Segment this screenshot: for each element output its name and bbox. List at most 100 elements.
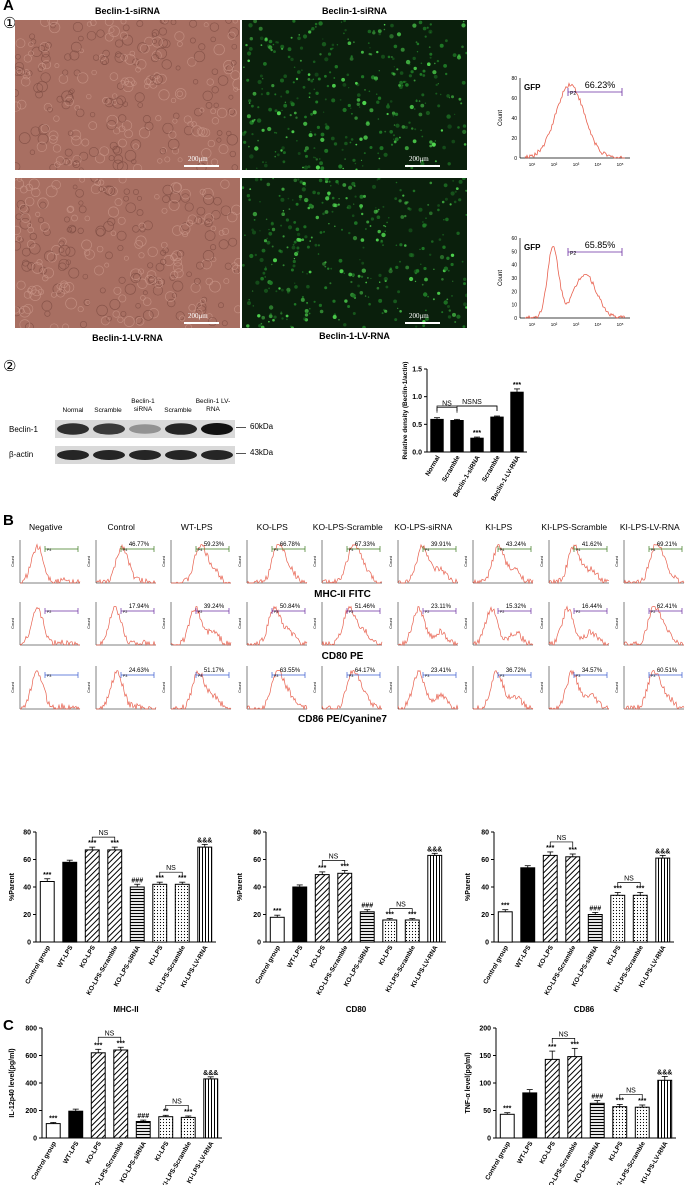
gfp-cell: [291, 130, 295, 134]
gfp-cell: [443, 64, 447, 68]
gfp-cell: [393, 134, 395, 137]
gfp-cell: [304, 318, 308, 322]
gfp-cell: [353, 185, 356, 188]
gfp-cell: [384, 225, 387, 228]
count-label: Count: [388, 681, 393, 693]
gfp-cell: [317, 191, 320, 195]
gfp-cell: [306, 272, 308, 275]
gfp-cell: [312, 190, 316, 195]
gfp-cell: [287, 197, 290, 200]
gate-name: P2: [274, 610, 278, 614]
gfp-cell: [400, 47, 405, 52]
gfp-cell: [275, 290, 278, 293]
gfp-cell: [393, 124, 396, 126]
gfp-cell: [320, 166, 325, 170]
gfp-cell: [292, 243, 295, 246]
category-label: KI-LPS: [378, 944, 395, 967]
cell: [70, 41, 82, 53]
gfp-cell: [306, 245, 310, 249]
gfp-cell: [267, 126, 272, 132]
gfp-cell: [416, 42, 420, 46]
cell: [29, 33, 36, 40]
scale-bar: [405, 165, 440, 167]
y-axis-label: %Parent: [237, 872, 244, 901]
cell: [29, 149, 36, 155]
gate-name: P4: [651, 548, 655, 552]
gfp-cell: [272, 43, 275, 46]
gfp-cell: [361, 75, 365, 79]
cell: [101, 187, 107, 192]
gfp-cell: [393, 44, 398, 49]
significance-label: ###: [131, 877, 143, 884]
cell: [37, 133, 49, 145]
cell: [103, 220, 114, 232]
gfp-cell: [308, 203, 313, 208]
gfp-cell: [312, 78, 315, 81]
cell: [164, 156, 171, 163]
gfp-cell: [260, 325, 265, 328]
gfp-cell: [296, 246, 300, 250]
western-row-label-beclin: Beclin-1: [9, 425, 38, 434]
gfp-cell: [394, 137, 399, 142]
gfp-cell: [308, 96, 311, 98]
gfp-cell: [339, 99, 342, 101]
gfp-cell: [399, 243, 403, 247]
gfp-cell: [441, 311, 444, 314]
gfp-cell: [271, 245, 274, 248]
gate-name: P3: [198, 674, 202, 678]
gfp-cell: [415, 269, 420, 273]
gfp-cell: [254, 178, 259, 182]
gfp-cell: [378, 32, 381, 36]
gate-name: P3: [47, 674, 51, 678]
category-label: Scramble: [441, 454, 462, 483]
histogram-line: [20, 543, 81, 585]
count-label: Count: [539, 617, 544, 629]
gfp-cell: [357, 93, 361, 97]
cell: [64, 53, 72, 61]
gfp-cell: [422, 74, 426, 77]
gfp-cell: [266, 237, 268, 240]
gfp-cell: [404, 244, 407, 247]
gfp-cell: [325, 196, 330, 201]
cell: [201, 148, 212, 159]
significance-label: ***: [318, 865, 326, 872]
histogram-line: [472, 544, 534, 585]
gfp-cell: [304, 197, 309, 203]
gfp-cell: [257, 106, 260, 109]
gate-name: P4: [425, 548, 429, 552]
histogram-line: [472, 606, 534, 646]
kda-marker-60: [236, 427, 246, 428]
bar: [430, 418, 444, 453]
significance-label: ***: [546, 845, 554, 852]
significance-bracket: [436, 407, 458, 413]
cell: [107, 217, 116, 226]
gfp-cell: [413, 79, 416, 82]
gfp-cell: [310, 79, 314, 83]
cell: [84, 215, 91, 222]
cell: [51, 291, 57, 298]
x-axis-label: CD86: [574, 1005, 595, 1014]
y-axis-label: Count: [498, 270, 504, 286]
cell: [206, 78, 214, 86]
gfp-cell: [398, 84, 401, 87]
gfp-cell: [244, 234, 246, 236]
gfp-cell: [286, 318, 288, 321]
bar: [404, 919, 420, 943]
gfp-cell: [282, 210, 285, 212]
cell: [72, 21, 83, 33]
gfp-cell: [405, 83, 409, 87]
bar: [197, 846, 213, 943]
cell: [161, 207, 168, 214]
cell: [15, 213, 23, 220]
gfp-cell: [322, 38, 324, 40]
gfp-cell: [252, 211, 258, 217]
y-tick-label: 20: [23, 912, 31, 919]
gfp-cell: [450, 191, 455, 196]
gfp-cell: [376, 100, 380, 104]
gfp-cell: [365, 121, 370, 126]
cell: [41, 49, 50, 58]
gfp-cell: [273, 315, 277, 319]
cell: [68, 267, 80, 279]
gfp-cell: [349, 141, 352, 144]
